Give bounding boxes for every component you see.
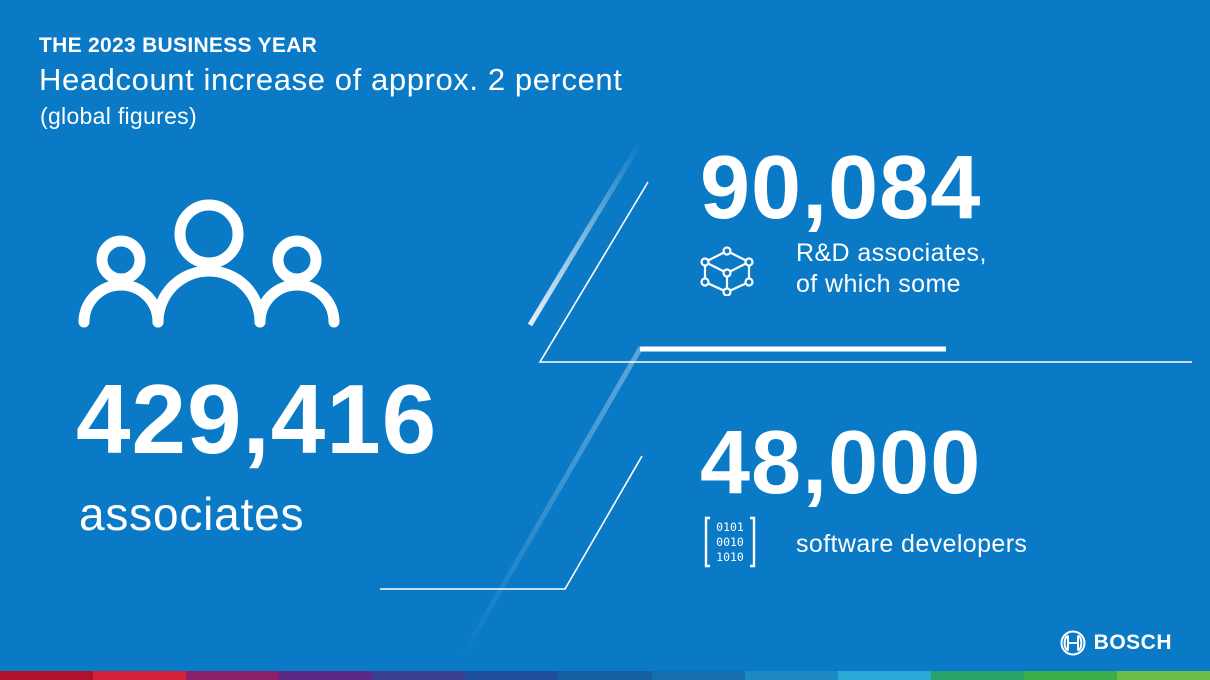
rd-associates-value: 90,084 bbox=[700, 138, 982, 238]
software-developers-label: software developers bbox=[796, 530, 1028, 558]
deco-lower-bracket bbox=[380, 455, 643, 590]
rd-associates-label: R&D associates, of which some bbox=[796, 238, 987, 300]
color-stripe-segment bbox=[558, 671, 652, 680]
color-stripe-segment bbox=[0, 671, 94, 680]
color-stripe-segment bbox=[1023, 671, 1117, 680]
brand-logo: BOSCH bbox=[1060, 630, 1172, 656]
color-stripe-segment bbox=[465, 671, 559, 680]
color-stripe-segment bbox=[372, 671, 466, 680]
people-icon bbox=[78, 199, 340, 328]
color-stripe-segment bbox=[651, 671, 745, 680]
headline: Headcount increase of approx. 2 percent bbox=[39, 62, 623, 97]
binary-line-2: 0010 bbox=[716, 535, 744, 549]
color-stripe-segment bbox=[1116, 671, 1210, 680]
color-stripe-segment bbox=[930, 671, 1024, 680]
total-associates-label: associates bbox=[79, 488, 305, 540]
binary-code-icon: 0101 0010 1010 bbox=[704, 516, 756, 568]
color-stripe-segment bbox=[93, 671, 187, 680]
color-stripe-segment bbox=[279, 671, 373, 680]
scope-note: (global figures) bbox=[40, 103, 197, 129]
color-stripe-segment bbox=[744, 671, 838, 680]
rd-label-line2: of which some bbox=[796, 270, 961, 298]
total-associates-value: 429,416 bbox=[76, 364, 438, 474]
binary-line-3: 1010 bbox=[716, 550, 744, 564]
color-stripe-segment bbox=[837, 671, 931, 680]
color-stripe bbox=[0, 671, 1210, 680]
kicker-title: THE 2023 BUSINESS YEAR bbox=[39, 34, 318, 57]
deco-upper-bracket bbox=[538, 181, 1192, 363]
brand-name: BOSCH bbox=[1093, 631, 1172, 654]
binary-line-1: 0101 bbox=[716, 520, 744, 534]
network-cube-icon bbox=[700, 246, 754, 296]
rd-label-line1: R&D associates, bbox=[796, 239, 987, 267]
color-stripe-segment bbox=[186, 671, 280, 680]
software-developers-value: 48,000 bbox=[700, 413, 982, 513]
bosch-logo-icon bbox=[1060, 630, 1086, 656]
deco-thick-diagonal bbox=[527, 141, 643, 327]
